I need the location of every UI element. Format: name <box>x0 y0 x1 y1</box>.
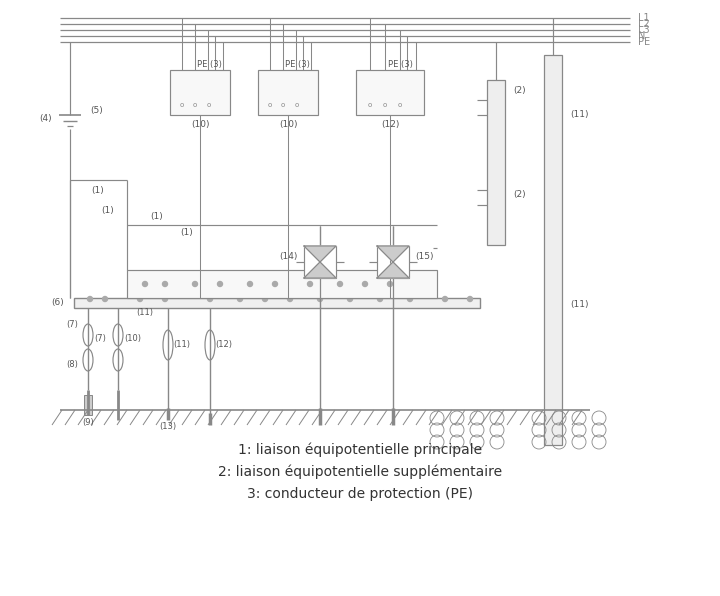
Circle shape <box>467 296 472 302</box>
Text: (11): (11) <box>570 300 588 309</box>
Text: L1: L1 <box>638 13 649 23</box>
Ellipse shape <box>83 324 93 346</box>
Circle shape <box>318 296 323 302</box>
Bar <box>487 80 505 245</box>
Text: L2: L2 <box>638 19 649 29</box>
Text: o: o <box>397 102 402 108</box>
Text: PE (3): PE (3) <box>388 61 413 70</box>
Text: (1): (1) <box>150 213 163 222</box>
Circle shape <box>287 296 292 302</box>
Text: (8): (8) <box>66 361 78 370</box>
Circle shape <box>408 296 413 302</box>
Text: (7): (7) <box>94 334 106 343</box>
Text: (2): (2) <box>513 85 526 95</box>
Circle shape <box>217 281 222 287</box>
Bar <box>74 298 480 308</box>
Ellipse shape <box>113 324 123 346</box>
Bar <box>258 70 318 115</box>
Text: (4): (4) <box>40 113 52 123</box>
Text: (9): (9) <box>82 418 94 427</box>
Text: (12): (12) <box>381 120 399 129</box>
Text: N: N <box>638 31 645 41</box>
Text: 2: liaison équipotentielle supplémentaire: 2: liaison équipotentielle supplémentair… <box>218 465 502 479</box>
Circle shape <box>207 296 212 302</box>
Circle shape <box>143 281 148 287</box>
Text: (11): (11) <box>136 309 153 318</box>
Circle shape <box>362 281 367 287</box>
Text: o: o <box>367 102 372 108</box>
Circle shape <box>102 296 107 302</box>
Circle shape <box>88 296 92 302</box>
Ellipse shape <box>205 330 215 360</box>
Circle shape <box>248 281 253 287</box>
Circle shape <box>263 296 268 302</box>
Circle shape <box>338 281 343 287</box>
Circle shape <box>192 281 197 287</box>
Text: o: o <box>180 102 184 108</box>
Text: (7): (7) <box>66 321 78 330</box>
Text: (5): (5) <box>90 105 103 114</box>
Text: PE (3): PE (3) <box>197 61 222 70</box>
Text: (11): (11) <box>173 340 190 349</box>
Polygon shape <box>377 246 409 262</box>
Text: (15): (15) <box>415 252 433 260</box>
Text: PE (3): PE (3) <box>284 61 310 70</box>
Text: o: o <box>193 102 197 108</box>
Text: (2): (2) <box>513 191 526 200</box>
Ellipse shape <box>113 349 123 371</box>
Circle shape <box>443 296 448 302</box>
Text: o: o <box>382 102 387 108</box>
Bar <box>356 70 424 115</box>
Text: (14): (14) <box>279 252 298 260</box>
Bar <box>127 270 437 298</box>
Text: (1): (1) <box>181 228 194 237</box>
Ellipse shape <box>163 330 173 360</box>
Polygon shape <box>377 262 409 278</box>
Circle shape <box>348 296 353 302</box>
Text: o: o <box>206 102 210 108</box>
Circle shape <box>238 296 243 302</box>
Text: PE: PE <box>638 37 650 47</box>
Text: (6): (6) <box>51 299 64 308</box>
Polygon shape <box>304 262 336 278</box>
Text: (13): (13) <box>159 423 176 432</box>
Text: o: o <box>281 102 285 108</box>
Text: (12): (12) <box>215 340 232 349</box>
Bar <box>544 55 562 445</box>
Circle shape <box>163 281 168 287</box>
Text: 1: liaison équipotentielle principale: 1: liaison équipotentielle principale <box>238 443 482 457</box>
Text: (10): (10) <box>191 120 210 129</box>
Circle shape <box>377 296 382 302</box>
Text: (1): (1) <box>102 206 114 215</box>
Bar <box>170 70 230 115</box>
Text: (11): (11) <box>570 110 588 120</box>
Text: o: o <box>268 102 272 108</box>
Text: (10): (10) <box>124 334 141 343</box>
Polygon shape <box>304 246 336 262</box>
Bar <box>304 246 336 278</box>
Circle shape <box>387 281 392 287</box>
Ellipse shape <box>83 349 93 371</box>
Text: o: o <box>294 102 299 108</box>
Bar <box>377 246 409 278</box>
Circle shape <box>138 296 143 302</box>
Bar <box>84 395 92 415</box>
Text: 3: conducteur de protection (PE): 3: conducteur de protection (PE) <box>247 487 473 501</box>
Text: L3: L3 <box>638 25 649 35</box>
Text: (10): (10) <box>279 120 297 129</box>
Circle shape <box>272 281 277 287</box>
Circle shape <box>307 281 312 287</box>
Circle shape <box>163 296 168 302</box>
Text: (1): (1) <box>91 185 104 194</box>
